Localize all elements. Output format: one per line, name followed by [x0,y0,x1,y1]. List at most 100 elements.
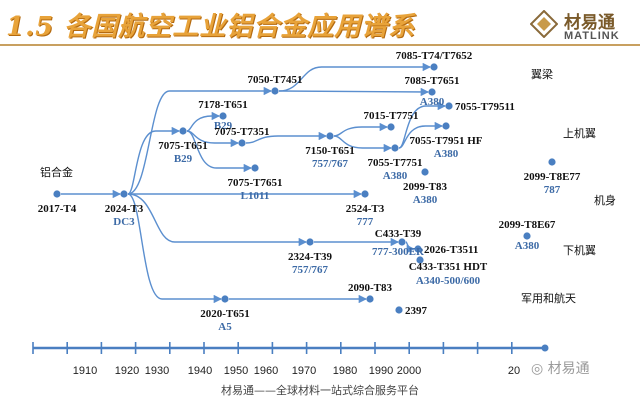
axis-tick-label: 1930 [145,365,169,377]
node-dot-7075-T7651[interactable] [251,164,259,172]
node-label: 2026-T3511 [424,244,478,256]
category-label: 机身 [594,193,616,207]
category-label: 下机翼 [563,243,596,257]
node-dot-7055-T7951 HF[interactable] [442,122,450,130]
watermark: ◎ 材易通 [531,361,590,377]
node-sublabel: A380 [413,194,438,206]
logo-name-en: MATLINK [564,30,620,42]
node-label: 2020-T651 [200,308,250,320]
node-dot-7015-T7751[interactable] [387,123,395,131]
category-label: 军用和航天 [521,291,576,305]
node-sublabel: L1011 [241,190,270,202]
node-label: 2324-T39 [288,251,333,263]
node-dot-2024-T3[interactable] [120,190,128,198]
edge-7050-T7451-to-7085-T74/T7652 [278,62,432,92]
node-label: 7055-T7951 HF [409,135,482,147]
node-label: 7085-T7651 [405,75,460,87]
node-label: 7015-T7751 [364,110,419,122]
node-label: 2099-T8E67 [499,219,556,231]
node-label: 2524-T3 [346,203,385,215]
node-sublabel: B29 [214,120,233,132]
edge-2024-T3-to-7050-T7451 [127,86,273,195]
axis-tick-label: 1910 [73,365,97,377]
axis-tick-label-last: 20 [508,365,520,377]
axis-tick-label: 1970 [292,365,316,377]
node-label: 7075-T7651 [228,177,283,189]
node-label: 2099-T8E77 [524,171,581,183]
node-label: 2397 [405,305,428,317]
category-label: 上机翼 [563,126,596,140]
node-sublabel: 777 [357,216,374,228]
edge-7150-T651-to-7055-T7751 [333,135,393,153]
node-sublabel: 777-300ER [372,246,425,258]
node-sublabel: 757/767 [312,158,349,170]
node-dot-7055-T79511[interactable] [445,102,453,110]
node-label: 7150-T651 [305,145,355,157]
node-label: 7075-T7351 [215,126,270,138]
node-label: 7055-T79511 [455,101,515,113]
node-dot-2090-T83[interactable] [366,295,374,303]
node-label: 7075-T651 [158,140,208,152]
node-label: 2090-T83 [348,282,393,294]
root-label: 铝合金 [40,165,73,179]
node-dot-2026-T3511[interactable] [414,245,422,253]
edge-7050-T7451-to-7085-T7651 [278,87,430,97]
node-label: 7055-T7751 [368,157,423,169]
edge-7075-T651-to-7178-T651 [186,111,221,132]
node-dot-7050-T7451[interactable] [271,87,279,95]
axis-tick-label: 1950 [224,365,248,377]
node-dot-7075-T651[interactable] [179,127,187,135]
edge-7075-T7351-to-7150-T651 [245,131,328,144]
node-dot-C433-T351 HDT[interactable] [416,256,424,264]
node-dot-7085-T74/T7652[interactable] [430,63,438,71]
axis-tick-label: 2000 [397,365,421,377]
watermark-text: 材易通 [547,361,590,377]
node-label: C433-T39 [375,228,422,240]
node-sublabel: 757/767 [292,264,329,276]
node-dot-7178-T651[interactable] [219,112,227,120]
node-label: 2017-T4 [38,203,77,215]
node-dot-C433-T39[interactable] [398,238,406,246]
edge-7075-T651-to-7075-T7651 [186,130,253,173]
node-label: 7178-T651 [198,99,248,111]
axis-tick-label: 1920 [115,365,139,377]
footer-text: 材易通——全球材料一站式综合服务平台 [221,384,419,397]
node-dot-2524-T3[interactable] [361,190,369,198]
node-dot-2324-T39[interactable] [306,238,314,246]
node-sublabel: DC3 [113,216,135,228]
edge-7055-T7751-to-7055-T7951 HF [398,121,444,149]
node-dot-2099-T83[interactable] [421,168,429,176]
node-dot-7085-T7651[interactable] [428,88,436,96]
node-dot-2099-T8E77[interactable] [548,158,556,166]
node-dot-7150-T651[interactable] [326,132,334,140]
node-label: 7050-T7451 [248,74,303,86]
node-dot-7075-T7351[interactable] [238,139,246,147]
axis-tick-label: 1990 [369,365,393,377]
node-label: 2099-T83 [403,181,448,193]
axis-tick-label: 1960 [254,365,278,377]
edge-C433-T39-to-2026-T3511 [405,241,416,254]
page-title: 1.5 各国航空工业铝合金应用谱系 [6,12,416,42]
node-sublabel: B29 [174,153,193,165]
node-dot-2099-T8E67[interactable] [523,232,531,240]
node-dot-7055-T7751[interactable] [391,144,399,152]
node-label: 2024-T3 [105,203,144,215]
node-dot-2397[interactable] [395,306,403,314]
edges-layer [61,62,447,304]
logo-diamond-icon [530,10,558,38]
labels-layer: 2017-T4 2024-T3DC37075-T651B297178-T651B2… [38,50,616,333]
axis-end-dot [541,344,549,352]
node-dot-2017-T4[interactable] [53,190,61,198]
edge-2024-T3-to-7075-T651 [127,126,181,195]
node-sublabel: A380 [515,240,540,252]
title-divider [0,44,640,46]
nodes-layer [53,63,556,314]
node-sublabel: A380 [420,96,445,108]
timeline-axis: 1910 1920 1930 1940 1950 1960 1970 1980 1990 2000… [32,342,549,377]
node-sublabel: A380 [434,148,459,160]
axis-tick-label: 1980 [333,365,357,377]
node-sublabel: A340-500/600 [416,275,481,287]
node-dot-2020-T651[interactable] [221,295,229,303]
